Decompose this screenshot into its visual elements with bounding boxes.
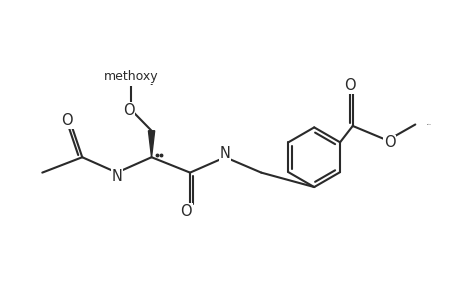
Text: methyl: methyl bbox=[426, 124, 431, 125]
Text: methoxy: methoxy bbox=[104, 70, 158, 83]
Text: N: N bbox=[219, 146, 230, 161]
Text: O: O bbox=[62, 113, 73, 128]
Polygon shape bbox=[148, 131, 154, 157]
Text: methoxy: methoxy bbox=[105, 72, 157, 85]
Text: N: N bbox=[111, 169, 122, 184]
Text: O: O bbox=[123, 103, 134, 118]
Text: O: O bbox=[383, 135, 395, 150]
Text: O: O bbox=[180, 204, 191, 219]
Text: O: O bbox=[344, 79, 355, 94]
